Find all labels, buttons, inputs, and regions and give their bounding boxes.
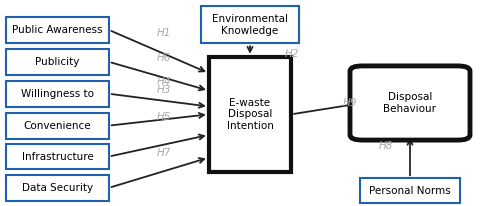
- Text: H6: H6: [156, 53, 171, 63]
- Text: H4: H4: [156, 77, 171, 87]
- Text: Public Awareness: Public Awareness: [12, 25, 103, 35]
- FancyBboxPatch shape: [209, 57, 291, 172]
- FancyBboxPatch shape: [6, 175, 109, 201]
- Text: H7: H7: [156, 149, 171, 158]
- Text: Personal Norms: Personal Norms: [369, 186, 451, 195]
- FancyBboxPatch shape: [6, 17, 109, 43]
- FancyBboxPatch shape: [350, 66, 470, 140]
- Text: H1: H1: [156, 28, 171, 38]
- Text: H2: H2: [285, 49, 300, 59]
- Text: Environmental
Knowledge: Environmental Knowledge: [212, 14, 288, 35]
- FancyBboxPatch shape: [6, 81, 109, 107]
- Text: Convenience: Convenience: [24, 121, 92, 131]
- Text: Publicity: Publicity: [36, 57, 80, 67]
- Text: Data Security: Data Security: [22, 183, 93, 193]
- Text: H5: H5: [156, 112, 171, 122]
- FancyBboxPatch shape: [6, 49, 109, 75]
- FancyBboxPatch shape: [6, 113, 109, 138]
- Text: Infrastructure: Infrastructure: [22, 152, 94, 162]
- FancyBboxPatch shape: [360, 178, 460, 203]
- Text: Disposal
Behaviour: Disposal Behaviour: [384, 92, 436, 114]
- Text: E-waste
Disposal
Intention: E-waste Disposal Intention: [226, 98, 274, 131]
- Text: H9: H9: [342, 98, 357, 108]
- Text: Willingness to: Willingness to: [21, 89, 94, 99]
- Text: H3: H3: [156, 85, 171, 95]
- Text: H8: H8: [379, 141, 394, 151]
- FancyBboxPatch shape: [6, 144, 109, 169]
- FancyBboxPatch shape: [201, 6, 298, 43]
